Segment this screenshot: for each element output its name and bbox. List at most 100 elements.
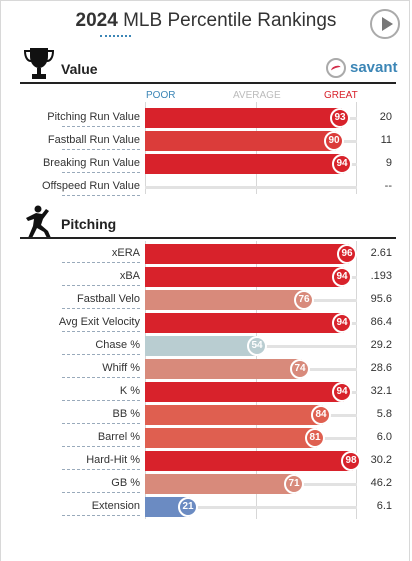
savant-wordmark: savant (350, 59, 398, 76)
percentile-bar (145, 244, 349, 264)
scale-great-label: GREAT (324, 90, 358, 101)
percentile-badge: 54 (247, 336, 267, 356)
metric-value: 30.2 (370, 454, 392, 466)
metric-label: BB % (112, 408, 140, 420)
metric-row-xera[interactable]: xERA 96 2.61 (0, 243, 412, 265)
scale-line-great (356, 102, 357, 194)
metric-value: 95.6 (370, 293, 392, 305)
scale-line-average-2 (256, 241, 257, 519)
metric-row-extension[interactable]: Extension 21 6.1 (0, 496, 412, 518)
percentile-badge: 84 (311, 405, 331, 425)
metric-label: Fastball Velo (77, 293, 140, 305)
section-title-pitching: Pitching (61, 216, 117, 232)
metric-value: 11 (380, 134, 392, 146)
metric-value: 6.0 (376, 431, 392, 443)
label-underline (62, 446, 140, 447)
metric-value: 5.8 (376, 408, 392, 420)
title-text: MLB Percentile Rankings (123, 10, 337, 31)
trophy-icon (24, 48, 54, 79)
metric-label: Chase % (95, 339, 140, 351)
section-divider-pitching (20, 237, 396, 239)
percentile-badge: 71 (284, 474, 304, 494)
pitcher-icon (26, 205, 51, 238)
section-title-value: Value (61, 61, 98, 77)
page-title: 2024 MLB Percentile Rankings (0, 10, 412, 32)
percentile-badge: 76 (294, 290, 314, 310)
percentile-bar (145, 313, 344, 333)
metric-row-xba[interactable]: xBA 94 .193 (0, 266, 412, 288)
percentile-track (145, 186, 357, 189)
percentile-badge: 98 (341, 451, 361, 471)
metric-row-gb-pct[interactable]: GB % 71 46.2 (0, 473, 412, 495)
percentile-badge: 94 (332, 382, 352, 402)
percentile-badge: 94 (332, 154, 352, 174)
metric-row-chase-pct[interactable]: Chase % 54 29.2 (0, 335, 412, 357)
metric-label: Barrel % (97, 431, 140, 443)
metric-value: 6.1 (376, 500, 392, 512)
label-underline (62, 126, 140, 127)
metric-value: 32.1 (370, 385, 392, 397)
metric-label: GB % (111, 477, 140, 489)
metric-row-barrel-pct[interactable]: Barrel % 81 6.0 (0, 427, 412, 449)
label-underline (62, 285, 140, 286)
percentile-bar (145, 290, 306, 310)
baseball-icon (326, 58, 346, 78)
percentile-badge: 96 (337, 244, 357, 264)
label-underline (62, 308, 140, 309)
label-underline (62, 354, 140, 355)
metric-label: Extension (91, 500, 140, 512)
metric-value: 28.6 (370, 362, 392, 374)
percentile-bar (145, 451, 353, 471)
label-underline (62, 492, 140, 493)
metric-value: 86.4 (370, 316, 392, 328)
percentile-track (145, 506, 357, 509)
label-underline (62, 149, 140, 150)
title-year: 2024 (75, 10, 118, 31)
percentile-badge: 81 (305, 428, 325, 448)
percentile-badge: 93 (330, 108, 350, 128)
metric-row-avg-exit-velocity[interactable]: Avg Exit Velocity 94 86.4 (0, 312, 412, 334)
metric-row-fastball-run-value[interactable]: Fastball Run Value 90 11 (0, 130, 412, 152)
scale-line-poor-2 (145, 241, 146, 519)
metric-row-breaking-run-value[interactable]: Breaking Run Value 94 9 (0, 153, 412, 175)
metric-row-whiff-pct[interactable]: Whiff % 74 28.6 (0, 358, 412, 380)
percentile-bar (145, 474, 296, 494)
percentile-bar (145, 382, 344, 402)
metric-value: 2.61 (370, 247, 392, 259)
percentile-badge: 74 (290, 359, 310, 379)
metric-row-pitching-run-value[interactable]: Pitching Run Value 93 20 (0, 107, 412, 129)
play-button[interactable] (370, 9, 400, 39)
metric-row-bb-pct[interactable]: BB % 84 5.8 (0, 404, 412, 426)
label-underline (62, 515, 140, 516)
scale-average-label: AVERAGE (233, 90, 281, 101)
metric-row-hard-hit-pct[interactable]: Hard-Hit % 98 30.2 (0, 450, 412, 472)
metric-value: 9 (385, 157, 392, 169)
metric-row-offspeed-run-value[interactable]: Offspeed Run Value -- (0, 176, 412, 198)
metric-label: Pitching Run Value (47, 111, 140, 123)
metric-row-fastball-velo[interactable]: Fastball Velo 76 95.6 (0, 289, 412, 311)
percentile-bar (145, 267, 344, 287)
label-underline (62, 423, 140, 424)
percentile-bar (145, 359, 302, 379)
metric-label: Breaking Run Value (42, 157, 140, 169)
scale-poor-label: POOR (146, 90, 176, 101)
metric-label: xERA (111, 247, 140, 259)
label-underline (62, 172, 140, 173)
percentile-bar (145, 428, 317, 448)
percentile-bar (145, 336, 259, 356)
label-underline (62, 469, 140, 470)
metric-label: xBA (119, 270, 140, 282)
metric-value: .193 (370, 270, 392, 282)
percentile-badge: 94 (332, 267, 352, 287)
title-underline (100, 35, 131, 37)
metric-label: Hard-Hit % (86, 454, 140, 466)
metric-label: Offspeed Run Value (41, 180, 140, 192)
metric-label: Fastball Run Value (47, 134, 140, 146)
metric-row-k-pct[interactable]: K % 94 32.1 (0, 381, 412, 403)
metric-value: 46.2 (370, 477, 392, 489)
scale-line-great-2 (356, 241, 357, 519)
metric-value: 20 (379, 111, 392, 123)
percentile-badge: 94 (332, 313, 352, 333)
percentile-bar (145, 405, 323, 425)
